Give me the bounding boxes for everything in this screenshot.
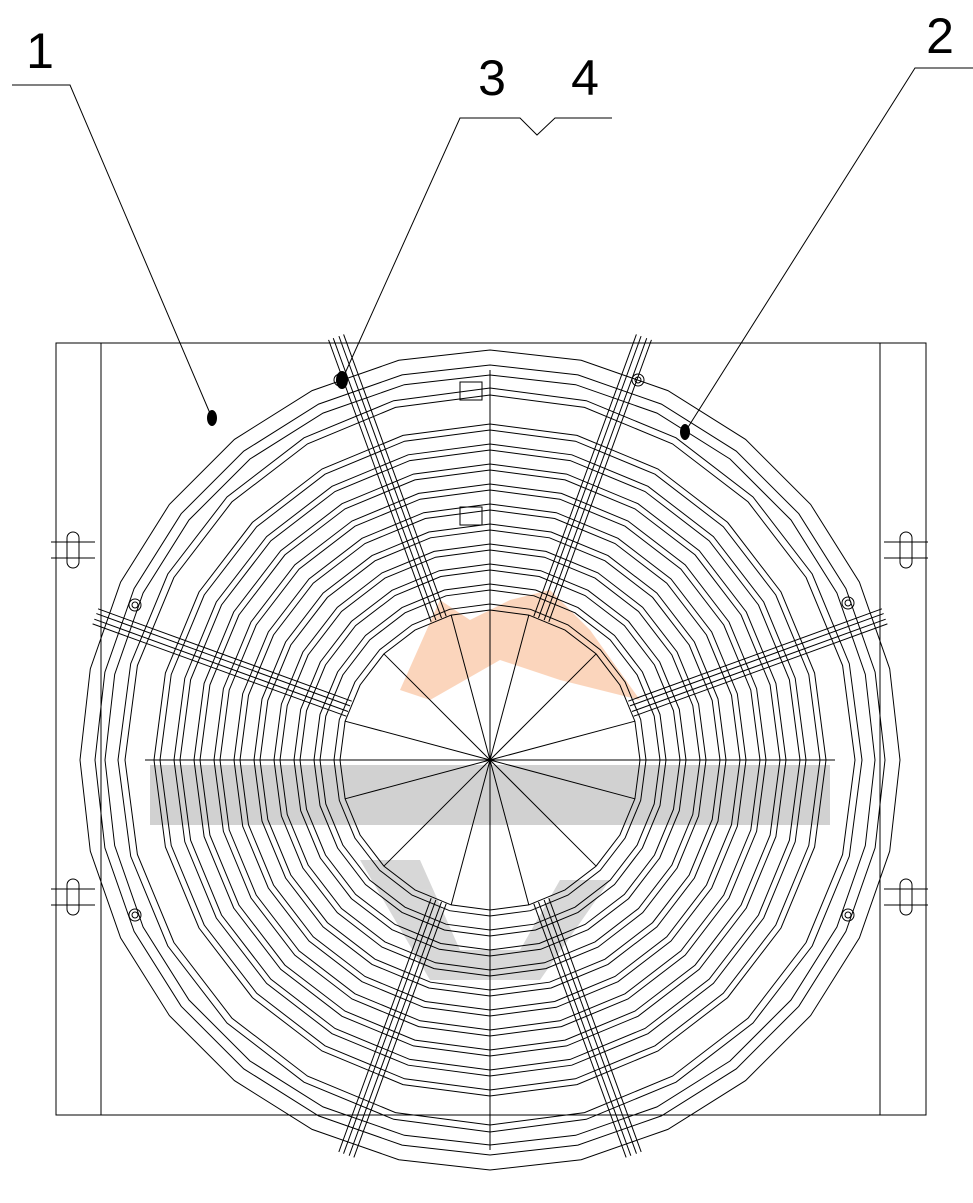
mount-hole [128, 598, 142, 612]
spoke [543, 899, 637, 1154]
callout-label: 2 [926, 8, 954, 64]
spoke [543, 337, 648, 621]
center-line [489, 720, 636, 761]
spoke [92, 623, 347, 717]
leader-line [684, 67, 973, 433]
spoke [533, 903, 627, 1158]
slot [899, 531, 913, 569]
mount-hole [131, 911, 139, 919]
spoke [348, 901, 442, 1156]
slot [66, 878, 80, 916]
mount-hole [131, 601, 139, 609]
center-line [489, 759, 597, 867]
center-line [489, 759, 636, 800]
spoke [96, 613, 351, 707]
spoke [628, 608, 883, 702]
spoke [343, 899, 437, 1154]
leader-line [341, 117, 612, 381]
center-line [489, 614, 530, 761]
spoke [629, 613, 884, 707]
spoke [533, 334, 637, 617]
clamp [459, 506, 483, 526]
clamp [459, 381, 483, 401]
spoke [538, 901, 632, 1156]
slot [66, 531, 80, 569]
marker [207, 410, 217, 426]
center-line [344, 720, 491, 761]
mount-hole [634, 376, 642, 384]
outer-ring [79, 349, 901, 1171]
spoke [548, 898, 642, 1153]
spoke [97, 608, 352, 702]
outer-ring [94, 364, 886, 1156]
mount-hole [844, 911, 852, 919]
mount-hole [841, 596, 855, 610]
center-line [450, 614, 491, 761]
spoke [633, 623, 888, 717]
center-line [450, 759, 491, 906]
spoke [332, 337, 437, 621]
center-line [383, 759, 491, 867]
center-line [489, 653, 597, 761]
leader-line [12, 84, 213, 419]
mount-hole [841, 908, 855, 922]
spoke [353, 903, 447, 1158]
mount-hole [844, 599, 852, 607]
fan-guard [51, 334, 928, 1171]
spoke [338, 898, 432, 1153]
spoke [548, 339, 652, 622]
mount-hole [631, 373, 645, 387]
spoke [338, 335, 442, 619]
callout-label: 1 [26, 23, 54, 79]
spoke [631, 618, 886, 712]
mount-hole [128, 908, 142, 922]
callouts: 1 2 3 4 [12, 8, 973, 440]
center-line [344, 759, 491, 800]
spoke [538, 335, 642, 619]
center-line [489, 759, 530, 906]
slot [899, 878, 913, 916]
spoke [94, 618, 349, 712]
marker [336, 371, 348, 389]
callout-label: 3 [478, 50, 506, 106]
center-line [383, 653, 491, 761]
callout-label: 4 [571, 50, 599, 106]
frame [55, 342, 927, 1116]
marker [680, 424, 690, 440]
spoke [343, 334, 447, 617]
